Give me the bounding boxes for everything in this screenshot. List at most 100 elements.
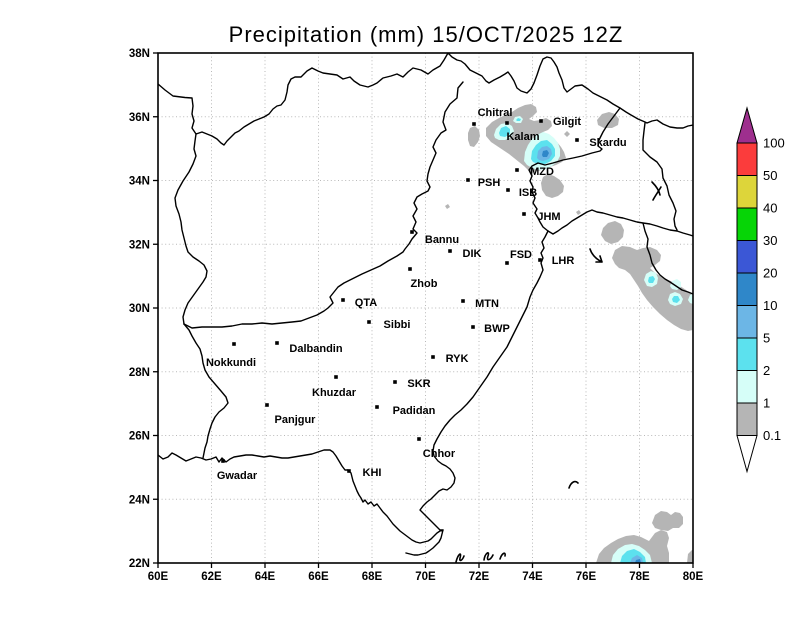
station-dot <box>472 122 476 126</box>
colorbar-tick-label: 10 <box>763 298 777 313</box>
station-dot <box>575 138 579 142</box>
station-dot <box>538 258 542 262</box>
station-label: BWP <box>484 323 510 335</box>
precip-area-gray <box>468 126 480 147</box>
y-axis-tick-label: 28N <box>129 367 150 379</box>
station-dot <box>341 298 345 302</box>
station-label: QTA <box>355 297 377 309</box>
station-dot <box>522 212 526 216</box>
x-axis-tick-label: 64E <box>255 571 276 583</box>
colorbar-tick-label: 20 <box>763 266 777 281</box>
colorbar-tick-label: 30 <box>763 233 777 248</box>
station-label: MZD <box>530 166 554 178</box>
station-label: Gilgit <box>553 116 581 128</box>
x-axis-tick-label: 78E <box>629 571 650 583</box>
station-dot <box>417 437 421 441</box>
precip-area-gray <box>652 511 683 531</box>
station-dot <box>275 341 279 345</box>
station-dot <box>505 261 509 265</box>
colorbar-band <box>737 306 757 339</box>
station-label: RYK <box>446 353 469 365</box>
colorbar-band <box>737 143 757 176</box>
station-dot <box>367 320 371 324</box>
station-label: KHI <box>363 467 382 479</box>
border-iran-pakistan <box>184 324 228 458</box>
station-label: ISB <box>519 187 537 199</box>
precip-area-gray <box>576 210 581 215</box>
station-label: JHM <box>537 211 560 223</box>
x-axis-tick-label: 72E <box>469 571 490 583</box>
x-axis-tick-label: 62E <box>201 571 222 583</box>
station-dot <box>431 355 435 359</box>
colorbar-band <box>737 403 757 436</box>
y-axis-tick-label: 36N <box>129 112 150 124</box>
station-dot <box>408 267 412 271</box>
station-dot <box>232 342 236 346</box>
border-himachal-loop <box>643 123 677 230</box>
station-label: LHR <box>552 255 575 267</box>
station-dot <box>505 121 509 125</box>
station-label: Khuzdar <box>312 387 357 399</box>
station-label: Gwadar <box>217 470 258 482</box>
colorbar-tick-label: 100 <box>763 136 785 151</box>
station-label: FSD <box>510 249 532 261</box>
x-axis-tick-label: 74E <box>522 571 543 583</box>
y-axis-tick-label: 34N <box>129 176 150 188</box>
station-dot <box>539 119 543 123</box>
station-label: Bannu <box>425 234 459 246</box>
chart-title: Precipitation (mm) 15/OCT/2025 12Z <box>229 22 624 47</box>
station-label: Dalbandin <box>289 343 342 355</box>
creek-marks-indus-delta <box>456 553 505 562</box>
station-dot <box>221 459 225 463</box>
colorbar-band <box>737 338 757 371</box>
station-dot <box>410 230 414 234</box>
colorbar-tick-label: 1 <box>763 396 770 411</box>
y-axis-tick-label: 30N <box>129 303 150 315</box>
x-axis-tick-label: 66E <box>308 571 329 583</box>
creek-mark-rann <box>569 482 578 488</box>
x-axis-tick-label: 76E <box>576 571 597 583</box>
precip-area-gray <box>687 550 693 563</box>
station-layer: ChitralKalamGilgitSkarduMZDPSHISBJHMBann… <box>206 107 627 482</box>
grads-precipitation-plot: Precipitation (mm) 15/OCT/2025 12Z 60E 62… <box>0 0 800 618</box>
y-axis-tick-label: 22N <box>129 558 150 570</box>
x-axis-tick-label: 70E <box>415 571 436 583</box>
colorbar-band <box>737 371 757 404</box>
colorbar-under-arrow <box>737 436 757 472</box>
colorbar-tick-label: 2 <box>763 363 770 378</box>
station-label: Chitral <box>478 107 513 119</box>
border-india-punjab <box>420 231 548 530</box>
colorbar-band <box>737 273 757 306</box>
x-axis-tick-label: 60E <box>148 571 169 583</box>
precip-map-figure: Precipitation (mm) 15/OCT/2025 12Z 60E 62… <box>0 0 800 618</box>
y-axis-tick-label: 32N <box>129 239 150 251</box>
x-axis-tick-label: 68E <box>362 571 383 583</box>
station-dot <box>334 375 338 379</box>
border-iran-afghanistan <box>175 134 207 324</box>
station-dot <box>461 299 465 303</box>
colorbar-legend: 10050403020105210.1 <box>737 108 785 472</box>
station-dot <box>466 178 470 182</box>
coastline <box>158 450 443 555</box>
x-axis-tick-label: 80E <box>683 571 704 583</box>
border-north-afghanistan <box>158 53 693 145</box>
station-label: DIK <box>463 248 482 260</box>
river-mark-chenab <box>652 182 661 200</box>
y-axis-tick-label: 26N <box>129 431 150 443</box>
y-axis-tick-label: 38N <box>129 48 150 60</box>
precip-area-gray <box>445 204 450 209</box>
station-dot <box>515 168 519 172</box>
station-dot <box>471 325 475 329</box>
precip-area-gray <box>564 131 570 137</box>
colorbar-tick-label: 5 <box>763 331 770 346</box>
station-label: Zhob <box>411 278 438 290</box>
station-dot <box>347 469 351 473</box>
station-dot <box>393 380 397 384</box>
colorbar-band <box>737 208 757 241</box>
river-mark-sutlej <box>590 249 602 262</box>
station-label: Padidan <box>393 405 436 417</box>
station-label: Kalam <box>506 131 539 143</box>
colorbar-over-arrow <box>737 108 757 143</box>
border-durand-line <box>184 82 463 328</box>
station-label: SKR <box>407 378 430 390</box>
